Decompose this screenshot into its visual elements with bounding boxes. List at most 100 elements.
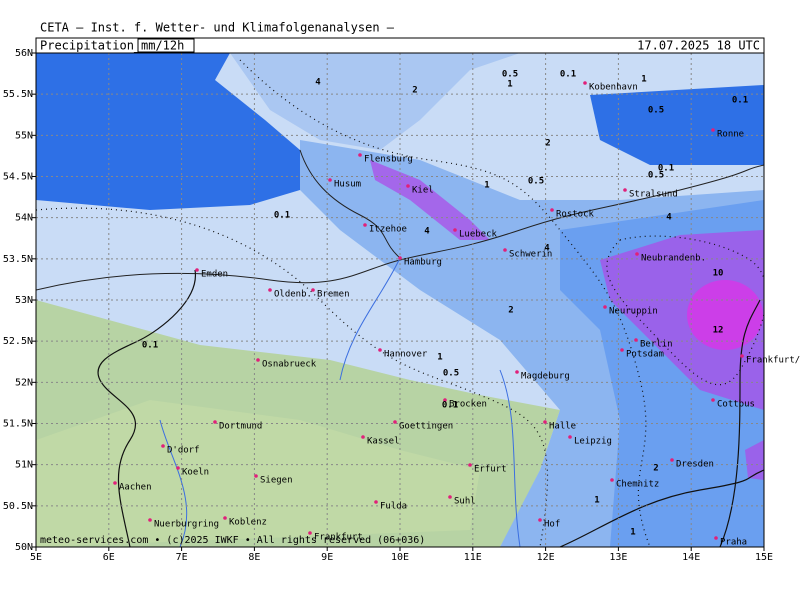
city-marker	[538, 518, 542, 522]
contour-label: 0.5	[648, 106, 664, 116]
y-tick-label: 53.5N	[3, 254, 33, 265]
city-label: Aachen	[119, 483, 152, 493]
city-label: Flensburg	[364, 155, 413, 165]
x-tick-label: 12E	[537, 552, 555, 563]
grid	[35, 52, 765, 548]
city-marker	[328, 178, 332, 182]
city-label: Kiel	[412, 186, 434, 196]
y-tick-label: 55.5N	[3, 89, 33, 100]
city-label: Husum	[334, 180, 361, 190]
city-marker	[393, 420, 397, 424]
city-marker	[361, 435, 365, 439]
city-label: Fulda	[380, 502, 407, 512]
city-label: Stralsund	[629, 190, 678, 200]
contour-label: 0.1	[274, 211, 290, 221]
y-tick-label: 56N	[15, 48, 33, 59]
city-marker	[711, 128, 715, 132]
city-marker	[714, 536, 718, 540]
y-tick-label: 52.5N	[3, 336, 33, 347]
contour-label: 0.1	[658, 164, 674, 174]
sea	[36, 53, 300, 210]
city-label: Luebeck	[459, 230, 498, 240]
datetime: 17.07.2025 18 UTC	[637, 39, 760, 53]
city-marker	[308, 531, 312, 535]
contour-label: 1	[594, 496, 599, 506]
city-marker	[448, 495, 452, 499]
city-label: Dresden	[676, 460, 714, 470]
city-label: Hof	[544, 520, 560, 530]
city-label: Neuruppin	[609, 307, 658, 317]
contour-label: 1	[507, 80, 512, 90]
city-label: Leipzig	[574, 437, 612, 447]
x-tick-label: 13E	[609, 552, 627, 563]
city-marker	[378, 348, 382, 352]
city-marker	[550, 208, 554, 212]
contour-label: 4	[544, 244, 550, 254]
precip-max	[687, 280, 763, 350]
city-label: D'dorf	[167, 446, 200, 456]
city-marker	[195, 268, 199, 272]
coastline	[299, 149, 401, 259]
city-label: Praha	[720, 538, 747, 548]
city-label: Osnabrueck	[262, 360, 317, 370]
city-marker	[583, 81, 587, 85]
contour-label: 0.1	[442, 401, 458, 411]
precip-light	[230, 53, 520, 150]
unit: mm/12h	[141, 39, 184, 53]
city-label: Koblenz	[229, 518, 267, 528]
city-label: Frankfurt	[314, 533, 363, 543]
x-tick-label: 5E	[30, 552, 42, 563]
footer: meteo-services.com • (c)2025 IWKF • All …	[40, 535, 425, 546]
city-label: Chemnitz	[616, 480, 659, 490]
city-label: Rostock	[556, 210, 595, 220]
contour-label: 1	[484, 181, 489, 191]
y-tick-label: 54N	[15, 213, 33, 224]
city-label: Bremen	[317, 290, 350, 300]
city-label: Erfurt	[474, 465, 507, 475]
city-marker	[161, 444, 165, 448]
border	[97, 269, 196, 547]
contour	[606, 235, 764, 386]
x-tick-label: 11E	[464, 552, 482, 563]
city-label: Hannover	[384, 350, 428, 360]
contour-label: 4	[424, 227, 430, 237]
city-marker	[176, 466, 180, 470]
city-label: Halle	[549, 422, 576, 432]
contour-label: 4	[315, 78, 321, 88]
contour-label: 0.5	[648, 171, 664, 181]
city-label: Kassel	[367, 437, 400, 447]
city-label: Ronne	[717, 130, 744, 140]
city-marker	[113, 481, 117, 485]
land-dry	[36, 400, 480, 547]
contour-label: 1	[630, 528, 635, 538]
city-marker	[213, 420, 217, 424]
city-label: Cottbus	[717, 400, 755, 410]
city-marker	[568, 435, 572, 439]
city-label: Koeln	[182, 468, 209, 478]
x-tick-label: 6E	[103, 552, 115, 563]
contour-label: 2	[545, 139, 550, 149]
precip-very-heavy	[600, 230, 764, 410]
city-marker	[148, 518, 152, 522]
city-marker	[453, 228, 457, 232]
border	[559, 469, 764, 547]
city-marker	[610, 478, 614, 482]
city-marker	[634, 338, 638, 342]
city-marker	[363, 223, 367, 227]
field-name: Precipitation_	[40, 39, 142, 53]
city-label: Itzehoe	[369, 225, 407, 235]
contour-label: 12	[713, 326, 724, 336]
city-label: Magdeburg	[521, 372, 570, 382]
city-marker	[358, 153, 362, 157]
y-tick-label: 53N	[15, 295, 33, 306]
contour-label: 4	[666, 213, 672, 223]
header-bar	[35, 37, 765, 54]
x-tick-label: 15E	[755, 552, 773, 563]
city-marker	[635, 252, 639, 256]
city-marker	[468, 463, 472, 467]
city-marker	[374, 500, 378, 504]
city-marker	[515, 370, 519, 374]
city-marker	[311, 288, 315, 292]
sea	[590, 85, 764, 165]
